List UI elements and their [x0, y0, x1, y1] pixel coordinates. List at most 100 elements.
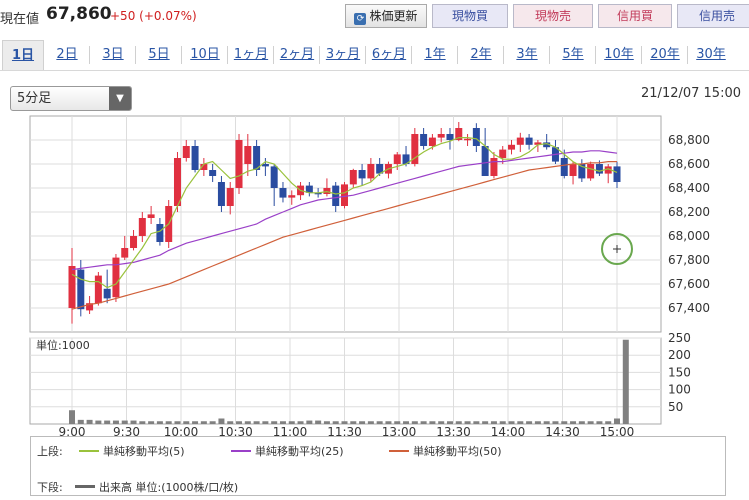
volume-bar	[420, 421, 427, 424]
tab-3[interactable]: 5日	[148, 47, 170, 62]
volume-bar	[490, 421, 497, 424]
volume-swatch	[75, 485, 95, 488]
chart-timestamp: 21/12/07 15:00	[641, 86, 741, 101]
tab-12[interactable]: 5年	[562, 47, 584, 62]
tab-separator	[135, 46, 136, 64]
volume-bar	[288, 421, 295, 424]
volume-bar	[77, 419, 84, 424]
candle-body	[393, 154, 401, 164]
volume-bar	[534, 421, 541, 424]
volume-bar	[350, 421, 357, 424]
candle-body	[156, 224, 164, 242]
volume-bar	[139, 421, 146, 424]
tab-6[interactable]: 2ヶ月	[279, 47, 315, 62]
candle-body	[314, 192, 322, 195]
volume-bar	[306, 420, 313, 424]
candle-body	[358, 170, 366, 179]
price-tick-label: 68,200	[668, 205, 710, 219]
tab-separator	[503, 46, 504, 64]
candle-body	[481, 146, 489, 176]
volume-bar	[112, 420, 119, 424]
tab-5[interactable]: 1ヶ月	[233, 47, 269, 62]
volume-bar	[578, 421, 585, 424]
candle-body	[613, 166, 621, 182]
candle-body	[68, 266, 76, 308]
volume-bar	[341, 421, 348, 424]
candle-body	[235, 140, 243, 188]
tab-15[interactable]: 30年	[696, 47, 726, 62]
margin-sell-button[interactable]: 信用売	[677, 4, 749, 28]
volume-bar	[359, 421, 366, 424]
candle-body	[499, 149, 507, 158]
tab-4[interactable]: 10日	[190, 47, 220, 62]
volume-bar	[130, 420, 137, 424]
volume-bar	[429, 421, 436, 424]
price-label: 現在値	[0, 12, 40, 27]
candle-body	[604, 166, 612, 174]
candle-body	[516, 137, 524, 145]
price-tick-label: 67,800	[668, 253, 710, 267]
candle-body	[437, 134, 445, 138]
candle-body	[191, 146, 199, 170]
tab-separator	[365, 46, 366, 64]
legend-volume-text: 出来高 単位:(1000株/口/枚)	[99, 481, 239, 494]
volume-bar	[473, 421, 480, 424]
time-tick-label: 14:00	[491, 425, 526, 436]
volume-bar	[508, 421, 515, 424]
margin-buy-button[interactable]: 信用買	[598, 4, 672, 28]
tab-separator	[43, 46, 44, 64]
candle-body	[77, 269, 85, 310]
tab-separator	[319, 46, 320, 64]
tab-1[interactable]: 2日	[56, 47, 78, 62]
tab-7[interactable]: 3ヶ月	[325, 47, 361, 62]
interval-select[interactable]: 5分足 ▼	[10, 86, 132, 111]
tab-13[interactable]: 10年	[604, 47, 634, 62]
candle-body	[244, 146, 252, 164]
volume-bar	[552, 421, 559, 424]
legend-ma50-text: 単純移動平均(50)	[413, 445, 502, 458]
update-price-button[interactable]: ⟳ 株価更新	[345, 4, 427, 28]
volume-bar	[570, 421, 577, 424]
volume-bar	[543, 421, 550, 424]
tab-separator	[227, 46, 228, 64]
ma50-swatch	[389, 450, 409, 452]
volume-bar	[86, 419, 93, 424]
volume-bar	[367, 421, 374, 424]
tab-10[interactable]: 2年	[470, 47, 492, 62]
cash-sell-button[interactable]: 現物売	[513, 4, 593, 28]
tab-separator	[549, 46, 550, 64]
price-tick-label: 67,400	[668, 301, 710, 315]
candle-body	[86, 303, 94, 311]
volume-bar	[253, 421, 260, 424]
volume-bar	[200, 421, 207, 424]
volume-bar	[499, 421, 506, 424]
tab-0[interactable]: 1日	[2, 40, 44, 70]
volume-bar	[279, 421, 286, 424]
tab-2[interactable]: 3日	[102, 47, 124, 62]
volume-bar	[315, 420, 322, 424]
tab-9[interactable]: 1年	[424, 47, 446, 62]
tab-separator	[687, 46, 688, 64]
volume-bar	[332, 421, 339, 424]
candle-body	[490, 158, 498, 176]
chevron-down-icon: ▼	[109, 87, 131, 110]
tab-11[interactable]: 3年	[516, 47, 538, 62]
tab-8[interactable]: 6ヶ月	[371, 47, 407, 62]
crosshair-circle[interactable]	[601, 233, 633, 265]
price-value: 67,860	[46, 4, 112, 24]
candle-body	[472, 128, 480, 146]
time-axis: 9:00 9:30 10:00 10:30 11:00 11:30 13:00 13:30 14…	[59, 425, 635, 436]
chart-legend: 上段: 単純移動平均(5) 単純移動平均(25) 単純移動平均(50) 下段: …	[30, 436, 726, 496]
crosshair-cursor[interactable]	[601, 233, 633, 265]
volume-bar	[271, 421, 278, 424]
volume-bar	[262, 421, 269, 424]
time-tick-label: 9:00	[59, 425, 86, 436]
tab-14[interactable]: 20年	[650, 47, 680, 62]
cash-buy-button[interactable]: 現物買	[432, 4, 508, 28]
volume-bar	[323, 421, 330, 424]
ma5-line	[71, 137, 618, 289]
interval-select-value: 5分足	[17, 91, 52, 106]
candle-body	[112, 257, 120, 298]
candle-body	[270, 166, 278, 188]
volume-bar	[622, 339, 629, 424]
